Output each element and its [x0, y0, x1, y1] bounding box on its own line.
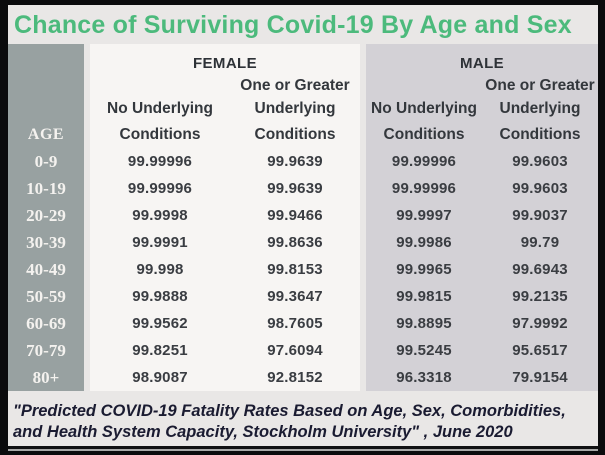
female-with-cond-value: 99.9466: [230, 202, 360, 229]
age-cell: 50-59: [8, 283, 84, 310]
female-no-cond-header-line2: Conditions: [84, 121, 230, 148]
male-with-cond-header-line3: Conditions: [482, 121, 598, 148]
page-title: Chance of Surviving Covid-19 By Age and …: [14, 11, 572, 39]
female-no-cond-value: 99.99996: [84, 175, 230, 202]
male-no-cond-value: 99.8895: [360, 310, 482, 337]
male-with-cond-header-line2: Underlying: [482, 97, 598, 121]
source-note: "Predicted COVID-19 Fatality Rates Based…: [8, 401, 598, 443]
age-cell: 80+: [8, 364, 84, 391]
female-with-cond-value: 97.6094: [230, 337, 360, 364]
female-no-cond-value: 99.9888: [84, 283, 230, 310]
male-no-cond-spacer: [360, 74, 482, 97]
female-with-cond-header-line2: Underlying: [230, 97, 360, 121]
male-with-cond-value: 99.9603: [482, 148, 598, 175]
female-with-cond-header-line3: Conditions: [230, 121, 360, 148]
age-column-spacer: [8, 74, 84, 97]
male-with-cond-value: 99.9037: [482, 202, 598, 229]
survival-table: FEMALE MALE One or Greater One or Greate…: [8, 44, 598, 391]
age-cell: 70-79: [8, 337, 84, 364]
female-with-cond-value: 92.8152: [230, 364, 360, 391]
male-with-cond-value: 99.9603: [482, 175, 598, 202]
female-no-cond-value: 99.9562: [84, 310, 230, 337]
source-note-line-2: and Health System Capacity, Stockholm Un…: [13, 423, 513, 441]
female-with-cond-value: 98.7605: [230, 310, 360, 337]
female-no-cond-value: 99.8251: [84, 337, 230, 364]
male-no-cond-value: 96.3318: [360, 364, 482, 391]
female-no-cond-value: 99.9991: [84, 229, 230, 256]
age-cell: 0-9: [8, 148, 84, 175]
female-no-cond-spacer: [84, 74, 230, 97]
male-no-cond-value: 99.99996: [360, 148, 482, 175]
male-no-cond-header-line1: No Underlying: [360, 97, 482, 121]
male-no-cond-header-line2: Conditions: [360, 121, 482, 148]
male-group-header: MALE: [360, 44, 598, 74]
source-note-line-1: "Predicted COVID-19 Fatality Rates Based…: [13, 402, 566, 420]
male-with-cond-value: 99.6943: [482, 256, 598, 283]
female-no-cond-value: 99.99996: [84, 148, 230, 175]
age-column-header: AGE: [8, 121, 84, 148]
age-cell: 30-39: [8, 229, 84, 256]
age-column-spacer: [8, 97, 84, 121]
age-column-spacer: [8, 44, 84, 74]
infographic: Chance of Surviving Covid-19 By Age and …: [8, 5, 598, 449]
male-no-cond-value: 99.9965: [360, 256, 482, 283]
male-with-cond-value: 79.9154: [482, 364, 598, 391]
age-cell: 10-19: [8, 175, 84, 202]
male-with-cond-header-line1: One or Greater: [482, 74, 598, 97]
female-no-cond-value: 98.9087: [84, 364, 230, 391]
male-no-cond-value: 99.5245: [360, 337, 482, 364]
male-no-cond-value: 99.9997: [360, 202, 482, 229]
male-with-cond-value: 95.6517: [482, 337, 598, 364]
age-cell: 40-49: [8, 256, 84, 283]
male-no-cond-value: 99.99996: [360, 175, 482, 202]
male-no-cond-value: 99.9815: [360, 283, 482, 310]
male-with-cond-value: 99.2135: [482, 283, 598, 310]
male-no-cond-value: 99.9986: [360, 229, 482, 256]
female-with-cond-value: 99.8636: [230, 229, 360, 256]
female-with-cond-value: 99.3647: [230, 283, 360, 310]
female-with-cond-value: 99.9639: [230, 175, 360, 202]
female-no-cond-value: 99.9998: [84, 202, 230, 229]
age-cell: 20-29: [8, 202, 84, 229]
female-group-header: FEMALE: [84, 44, 360, 74]
female-no-cond-header-line1: No Underlying: [84, 97, 230, 121]
female-with-cond-value: 99.9639: [230, 148, 360, 175]
male-with-cond-value: 97.9992: [482, 310, 598, 337]
female-no-cond-value: 99.998: [84, 256, 230, 283]
male-with-cond-value: 99.79: [482, 229, 598, 256]
age-cell: 60-69: [8, 310, 84, 337]
female-with-cond-value: 99.8153: [230, 256, 360, 283]
female-with-cond-header-line1: One or Greater: [230, 74, 360, 97]
